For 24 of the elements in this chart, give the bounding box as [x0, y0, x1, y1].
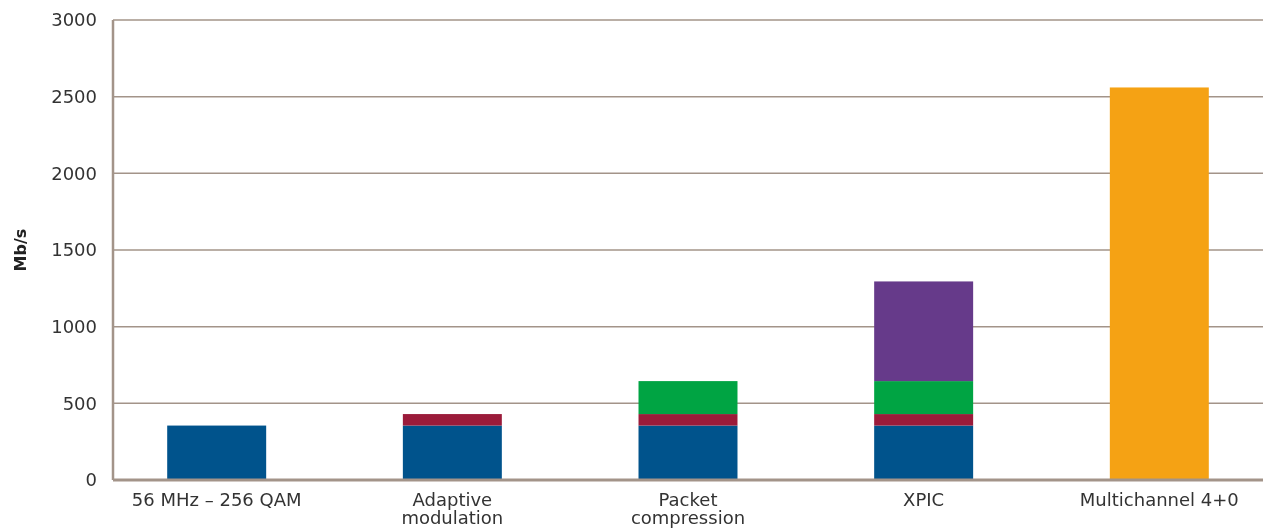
bar — [402, 425, 502, 480]
x-tick-label: XPIC — [903, 489, 945, 510]
x-tick-label: Packet compression — [630, 489, 746, 528]
bar — [638, 381, 738, 415]
y-tick-label: 0 — [85, 469, 97, 491]
bar — [638, 425, 738, 480]
y-tick-label: 500 — [62, 392, 97, 414]
y-tick-label: 2500 — [51, 85, 97, 107]
bar — [874, 414, 974, 426]
bar — [874, 425, 974, 480]
bar — [874, 381, 974, 415]
bar — [167, 425, 267, 480]
bar — [638, 414, 738, 426]
y-tick-label: 3000 — [51, 9, 97, 31]
bar — [402, 414, 502, 426]
bar — [1109, 87, 1209, 480]
y-tick-label: 1000 — [51, 315, 97, 337]
y-axis-title: Mb/s — [11, 228, 30, 272]
bar — [874, 281, 974, 382]
y-tick-label: 2000 — [51, 162, 97, 184]
x-tick-label: 56 MHz – 256 QAM — [131, 489, 302, 510]
y-tick-label: 1500 — [51, 239, 97, 261]
x-tick-label: Adaptive modulation — [401, 489, 504, 528]
x-tick-label: Multichannel 4+0 — [1079, 489, 1239, 510]
